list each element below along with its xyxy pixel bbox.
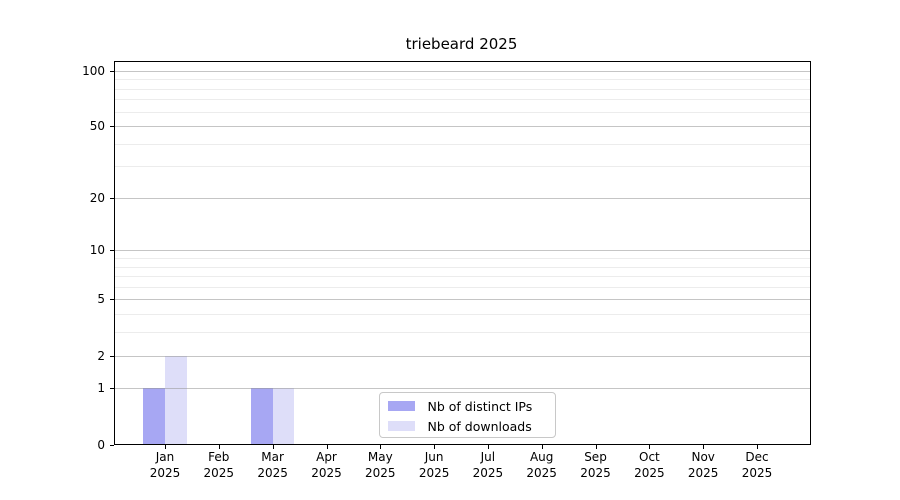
x-tick-jul: [487, 445, 489, 449]
x-label-month: Jan: [155, 450, 175, 464]
x-tick-feb: [218, 445, 220, 449]
y-tick-label-1: 1: [97, 381, 105, 396]
gridline-minor-4: [114, 314, 810, 316]
x-label-year: 2025: [257, 466, 288, 480]
x-label-year: 2025: [526, 466, 557, 480]
x-label-year: 2025: [472, 466, 504, 480]
x-tick-dec: [757, 445, 758, 449]
x-label-month: Feb: [208, 450, 230, 464]
x-tick-mar: [272, 445, 274, 449]
gridline-minor-60: [114, 111, 810, 113]
gridline-major-5: [114, 299, 810, 301]
bar-distinct-ips-mar: [250, 388, 273, 444]
x-label-year: 2025: [580, 466, 611, 480]
x-tick-label-apr: Apr 2025: [295, 449, 359, 481]
legend-label-downloads: Nb of downloads: [427, 418, 532, 434]
x-label-month: Nov: [691, 450, 715, 464]
legend: Nb of distinct IPs Nb of downloads: [378, 392, 556, 438]
x-tick-label-may: May 2025: [348, 449, 412, 481]
legend-entry-downloads: Nb of downloads: [380, 416, 555, 436]
y-tick-label-0: 0: [97, 437, 105, 452]
gridline-minor-80: [114, 88, 810, 90]
legend-swatch-distinct-ips: [387, 401, 415, 411]
gridline-minor-9: [114, 258, 810, 259]
y-tick-5: [109, 299, 114, 301]
chart-title: triebeard 2025: [405, 35, 518, 53]
x-tick-sep: [595, 445, 597, 449]
gridline-major-2: [114, 355, 810, 357]
legend-entry-distinct-ips: Nb of distinct IPs: [380, 396, 555, 416]
y-tick-label-20: 20: [89, 190, 105, 205]
x-tick-apr: [326, 445, 328, 449]
y-tick-2: [109, 355, 114, 357]
x-label-year: 2025: [687, 466, 719, 480]
x-label-year: 2025: [149, 466, 181, 480]
bar-downloads-mar: [272, 388, 295, 444]
gridline-major-1: [114, 388, 810, 390]
y-tick-20: [109, 197, 114, 199]
gridline-minor-7: [114, 276, 810, 278]
x-tick-label-aug: Aug 2025: [510, 449, 574, 481]
x-tick-aug: [541, 445, 543, 449]
x-label-year: 2025: [311, 466, 342, 480]
y-tick-label-10: 10: [89, 243, 105, 258]
y-tick-1: [109, 388, 114, 390]
y-tick-100: [109, 70, 114, 72]
legend-label-distinct-ips: Nb of distinct IPs: [427, 398, 533, 414]
x-label-month: Apr: [316, 450, 337, 464]
gridline-minor-40: [114, 143, 810, 145]
y-tick-label-50: 50: [89, 119, 105, 133]
x-tick-label-sep: Sep 2025: [564, 449, 628, 481]
x-label-year: 2025: [365, 466, 396, 480]
y-tick-50: [109, 126, 114, 127]
x-tick-label-feb: Feb 2025: [187, 449, 251, 481]
x-tick-label-jun: Jun 2025: [402, 449, 466, 481]
gridline-major-10: [114, 250, 810, 252]
x-label-year: 2025: [203, 466, 235, 480]
x-tick-nov: [703, 445, 705, 449]
x-tick-label-mar: Mar 2025: [241, 449, 305, 481]
x-label-year: 2025: [418, 466, 450, 480]
x-label-month: Jun: [424, 450, 444, 464]
gridline-major-50: [114, 126, 810, 127]
gridline-minor-70: [114, 99, 810, 101]
x-label-month: Oct: [639, 450, 660, 464]
x-tick-label-oct: Oct 2025: [617, 449, 681, 481]
x-tick-jan: [165, 445, 166, 449]
x-label-month: Aug: [529, 450, 554, 464]
x-label-month: May: [367, 450, 393, 464]
x-tick-label-dec: Dec 2025: [725, 449, 789, 481]
x-tick-oct: [649, 445, 651, 449]
y-tick-label-2: 2: [97, 348, 105, 363]
gridline-major-100: [114, 70, 810, 72]
x-tick-label-nov: Nov 2025: [671, 449, 735, 481]
x-tick-label-jul: Jul 2025: [456, 449, 520, 481]
x-tick-may: [380, 445, 382, 449]
x-tick-jun: [434, 445, 436, 449]
plot-area: [113, 61, 811, 445]
gridline-minor-90: [114, 79, 810, 81]
x-label-year: 2025: [634, 466, 665, 480]
gridline-major-20: [114, 197, 810, 199]
y-tick-label-100: 100: [82, 63, 105, 78]
y-tick-label-5: 5: [97, 292, 105, 307]
x-label-month: Jul: [480, 450, 496, 464]
gridline-minor-3: [114, 332, 810, 334]
gridline-minor-6: [114, 286, 810, 288]
x-label-month: Mar: [261, 450, 284, 464]
y-tick-10: [109, 250, 114, 252]
x-label-month: Sep: [584, 450, 607, 464]
bar-distinct-ips-jan: [143, 388, 165, 444]
bar-downloads-jan: [165, 355, 187, 444]
gridline-minor-30: [114, 166, 810, 168]
x-tick-label-jan: Jan 2025: [133, 449, 197, 481]
y-tick-0: [109, 444, 114, 446]
x-label-year: 2025: [741, 466, 773, 480]
gridline-minor-8: [114, 266, 810, 268]
legend-swatch-downloads: [387, 421, 415, 431]
x-label-month: Dec: [745, 450, 769, 464]
